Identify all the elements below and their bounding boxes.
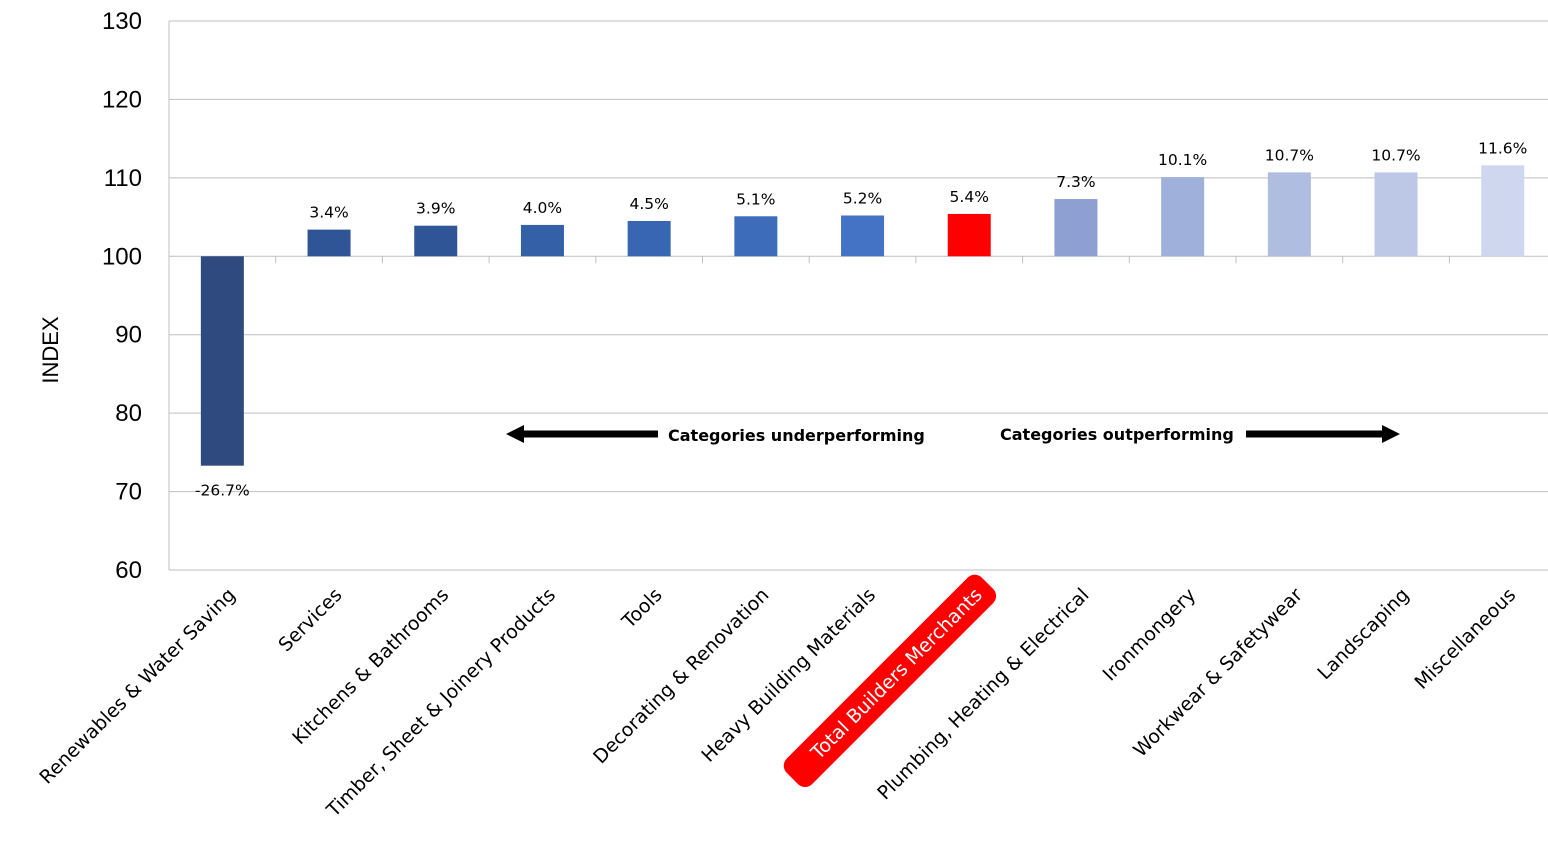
category-label: Renewables & Water Saving: [35, 584, 240, 789]
category-label-text: Total Builders Merchants: [806, 584, 987, 765]
bar: [627, 220, 671, 257]
data-label: -26.7%: [195, 482, 250, 500]
bar: [520, 224, 564, 257]
data-label: 10.1%: [1158, 151, 1207, 169]
data-label: 3.4%: [309, 204, 348, 222]
category-label: Landscaping: [1313, 584, 1413, 684]
bar: [841, 215, 885, 257]
right-arrow-head: [1382, 425, 1400, 443]
category-label-text: Ironmongery: [1099, 584, 1201, 686]
category-label-text: Workwear & Safetywear: [1129, 584, 1307, 762]
data-label: 4.0%: [523, 199, 562, 217]
category-label: Workwear & Safetywear: [1129, 584, 1307, 762]
bar: [1161, 177, 1205, 257]
category-label-highlighted: Total Builders Merchants: [783, 574, 997, 788]
category-label-text: Decorating & Renovation: [589, 584, 773, 768]
category-label: Decorating & Renovation: [589, 584, 773, 768]
y-tick-label: 110: [104, 165, 142, 192]
data-labels: -26.7% 3.4% 3.9% 4.0% 4.5% 5.1% 5.2% 5.4% 7.3% 10…: [195, 139, 1527, 499]
left-arrow-head: [506, 425, 524, 443]
annotation-underperforming: Categories underperforming: [506, 425, 925, 445]
category-label: Plumbing, Heating & Electrical: [873, 584, 1093, 804]
data-label: 10.7%: [1265, 146, 1314, 164]
y-tick-label: 60: [115, 557, 142, 584]
bar: [414, 225, 458, 257]
category-label-text: Landscaping: [1313, 584, 1413, 684]
data-label: 4.5%: [629, 195, 668, 213]
data-label: 5.2%: [843, 190, 882, 208]
bar: [734, 216, 778, 257]
bars: [200, 165, 1525, 466]
data-label: 3.9%: [416, 200, 455, 218]
category-label: Ironmongery: [1099, 584, 1201, 686]
data-label: 5.1%: [736, 190, 775, 208]
y-tick-label: 80: [115, 400, 142, 427]
category-label: Miscellaneous: [1411, 584, 1521, 694]
category-label: Services: [274, 584, 346, 656]
category-labels: Renewables & Water Saving ServicesKitchen…: [35, 574, 1521, 822]
bar: [947, 213, 991, 257]
category-label: Timber, Sheet & Joinery Products: [322, 584, 560, 822]
gridlines: [169, 20, 1548, 571]
axes: 60 70 80 90 100 110 120 130: [102, 8, 1450, 584]
y-tick-label: 70: [115, 479, 142, 506]
bar: [1054, 199, 1098, 257]
category-label: Tools: [617, 584, 666, 633]
highlight-badge: [783, 574, 997, 788]
annotation-left-text: Categories underperforming: [668, 426, 925, 445]
category-label-text: Services: [274, 584, 346, 656]
y-tick-label: 130: [102, 8, 142, 35]
y-tick-label: 100: [102, 243, 142, 270]
data-label: 5.4%: [950, 188, 989, 206]
y-axis-title: INDEX: [38, 316, 63, 384]
annotation-outperforming: Categories outperforming: [1000, 425, 1400, 444]
y-tick-label: 120: [102, 86, 142, 113]
y-tick-label: 90: [115, 322, 142, 349]
category-label-text: Miscellaneous: [1411, 584, 1521, 694]
bar: [1481, 165, 1525, 257]
bar: [1374, 172, 1418, 257]
data-label: 10.7%: [1371, 146, 1420, 164]
bar: [200, 256, 244, 466]
bar: [307, 229, 351, 257]
bar: [1267, 172, 1311, 257]
category-label-text: Timber, Sheet & Joinery Products: [322, 584, 560, 822]
data-label: 7.3%: [1056, 173, 1095, 191]
category-label-text: Tools: [617, 584, 666, 633]
annotation-right-text: Categories outperforming: [1000, 425, 1234, 444]
data-label: 11.6%: [1478, 139, 1527, 157]
category-label-text: Renewables & Water Saving: [35, 584, 240, 789]
category-label-text: Plumbing, Heating & Electrical: [873, 584, 1093, 804]
